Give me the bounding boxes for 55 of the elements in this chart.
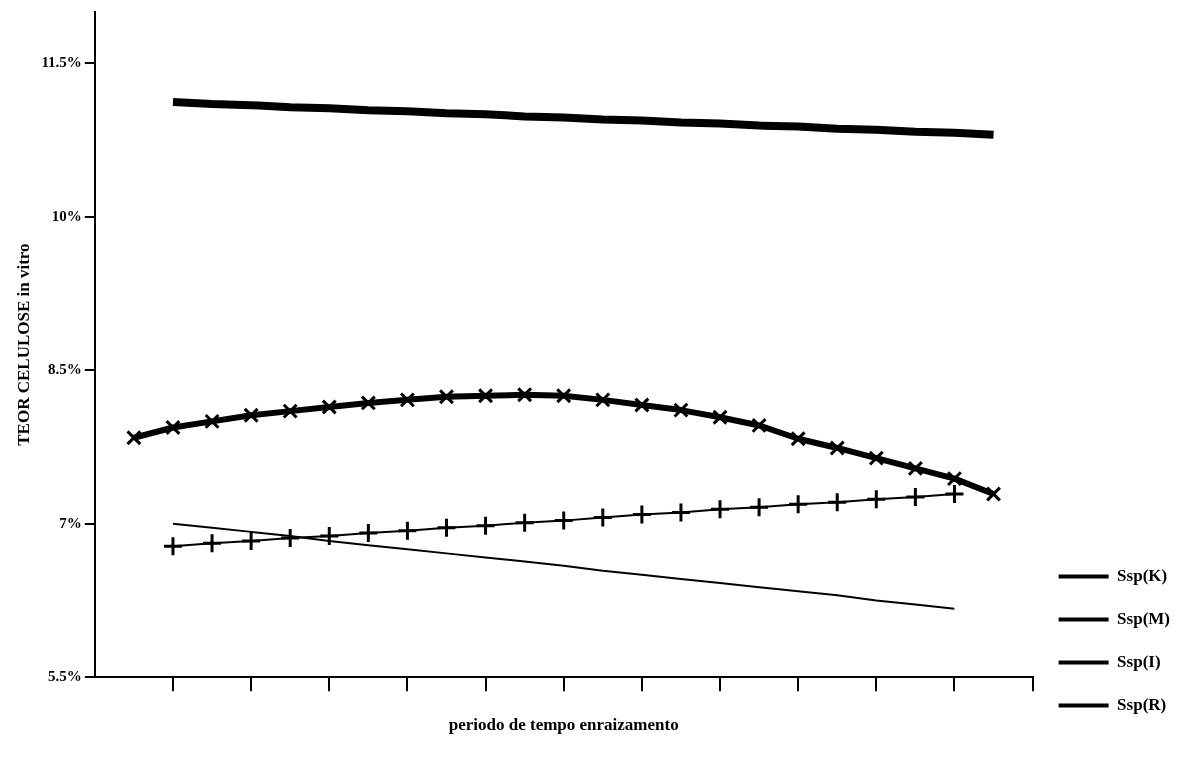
point (126, 429, 142, 446)
point (553, 510, 575, 532)
point (399, 392, 416, 408)
point (204, 413, 220, 430)
point (748, 496, 770, 518)
y-tick-label: 5.5% (48, 668, 82, 685)
point (790, 430, 807, 447)
point (360, 395, 377, 411)
point (943, 483, 965, 505)
point (357, 522, 379, 544)
point (321, 399, 338, 415)
legend-label: Ssp(I) (1117, 651, 1161, 671)
y-tick-label: 11.5% (41, 54, 82, 71)
legend-label: Ssp(K) (1117, 565, 1168, 585)
point (555, 387, 572, 404)
point (985, 486, 1002, 502)
y-tick-label: 10% (51, 207, 82, 224)
point (868, 450, 885, 467)
legend-label: Ssp(M) (1117, 608, 1171, 628)
point (435, 517, 457, 539)
point (243, 407, 259, 424)
point (751, 417, 767, 434)
point (634, 397, 650, 413)
point (396, 520, 418, 542)
point (946, 470, 963, 487)
point (594, 392, 611, 408)
point (670, 501, 692, 523)
point (318, 525, 340, 547)
point (516, 386, 533, 403)
point (477, 387, 494, 404)
y-tick-label: 8.5% (48, 361, 82, 378)
point (240, 530, 262, 552)
point (631, 503, 653, 525)
point (162, 535, 184, 557)
point (904, 486, 926, 508)
point (592, 507, 614, 529)
point (673, 402, 689, 418)
point (865, 488, 887, 510)
point (201, 532, 223, 554)
point (282, 403, 299, 419)
point (907, 460, 924, 477)
point (475, 515, 497, 537)
point (709, 498, 731, 520)
y-axis-title: TEOR CELULOSE in vitro (13, 243, 33, 446)
point (787, 493, 809, 515)
point (438, 388, 455, 405)
point (514, 512, 536, 534)
point (712, 409, 728, 426)
point (829, 440, 846, 456)
point (279, 527, 301, 549)
point (165, 419, 181, 436)
x-axis-title: periodo de tempo enraizamento (448, 715, 679, 735)
legend-label: Ssp(R) (1117, 694, 1167, 714)
y-tick-label: 7% (59, 514, 82, 531)
point (826, 491, 848, 513)
